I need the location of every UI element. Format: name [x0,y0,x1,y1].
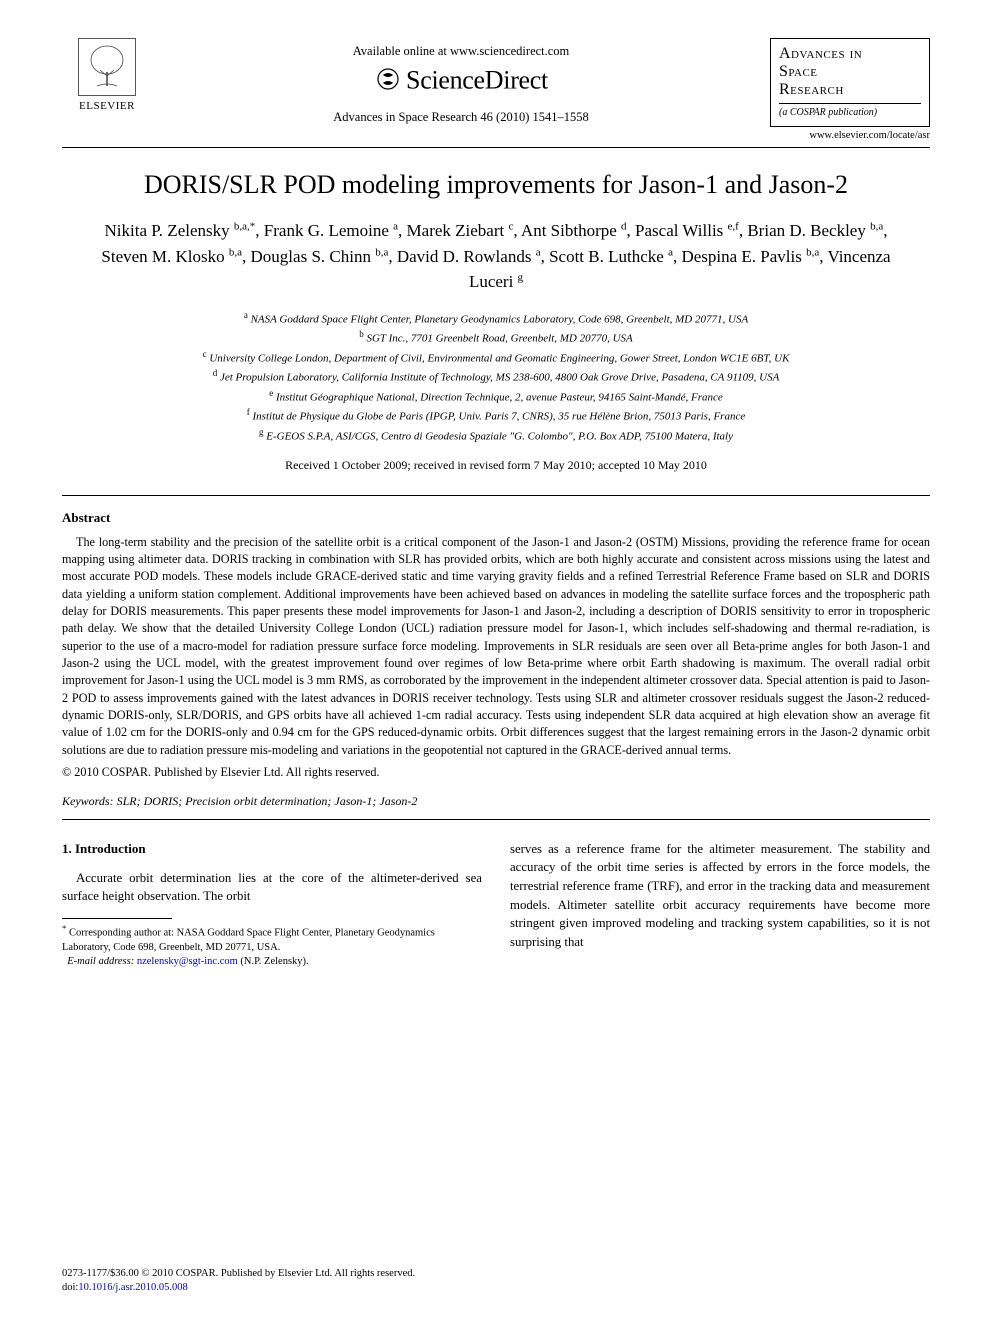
affiliation-line: f Institut de Physique du Globe de Paris… [62,406,930,426]
footer-doi-link[interactable]: 10.1016/j.asr.2010.05.008 [78,1282,187,1293]
journal-title-line3: Research [779,81,921,99]
sciencedirect-logo: ScienceDirect [152,65,770,100]
abstract-body: The long-term stability and the precisio… [62,534,930,759]
footnote-email-label: E-mail address: [67,956,134,967]
journal-title-line2: Space [779,63,921,81]
abstract-paragraph: The long-term stability and the precisio… [62,534,930,759]
affiliation-line: b SGT Inc., 7701 Greenbelt Road, Greenbe… [62,328,930,348]
author-list: Nikita P. Zelensky b,a,*, Frank G. Lemoi… [62,218,930,295]
left-column: 1. Introduction Accurate orbit determina… [62,840,482,969]
footnote-email-suffix: (N.P. Zelensky). [240,956,308,967]
affiliation-line: d Jet Propulsion Laboratory, California … [62,367,930,387]
header-center: Available online at www.sciencedirect.co… [152,38,770,125]
intro-right-paragraph: serves as a reference frame for the alti… [510,840,930,951]
journal-subtitle: (a COSPAR publication) [779,103,921,118]
journal-title-line1: Advances in [779,45,921,63]
elsevier-tree-icon [78,38,136,96]
paper-title: DORIS/SLR POD modeling improvements for … [62,170,930,200]
submission-dates: Received 1 October 2009; received in rev… [62,458,930,473]
section-heading-intro: 1. Introduction [62,840,482,859]
divider-rule-2 [62,819,930,820]
publisher-block: ELSEVIER [62,38,152,112]
affiliation-line: c University College London, Department … [62,348,930,368]
corresponding-author-footnote: * Corresponding author at: NASA Goddard … [62,923,482,969]
journal-header: ELSEVIER Available online at www.science… [62,38,930,148]
keywords-label: Keywords: [62,794,114,808]
footnote-corr-text: Corresponding author at: NASA Goddard Sp… [62,927,435,952]
affiliation-line: a NASA Goddard Space Flight Center, Plan… [62,309,930,329]
footer-issn-line: 0273-1177/$36.00 © 2010 COSPAR. Publishe… [62,1267,930,1281]
affiliation-line: g E-GEOS S.P.A, ASI/CGS, Centro di Geode… [62,426,930,446]
affiliations: a NASA Goddard Space Flight Center, Plan… [62,309,930,446]
journal-reference: Advances in Space Research 46 (2010) 154… [152,110,770,125]
abstract-copyright: © 2010 COSPAR. Published by Elsevier Ltd… [62,765,930,780]
page-footer: 0273-1177/$36.00 © 2010 COSPAR. Publishe… [62,1267,930,1295]
sciencedirect-text: ScienceDirect [406,65,548,94]
abstract-heading: Abstract [62,510,930,526]
keywords-text: SLR; DORIS; Precision orbit determinatio… [114,794,418,808]
right-column: serves as a reference frame for the alti… [510,840,930,969]
publisher-name: ELSEVIER [79,100,135,112]
footnote-rule [62,918,172,919]
journal-title-box: Advances in Space Research (a COSPAR pub… [770,38,930,127]
footer-doi-label: doi: [62,1282,78,1293]
footnote-email-link[interactable]: nzelensky@sgt-inc.com [137,956,238,967]
divider-rule [62,495,930,496]
journal-url: www.elsevier.com/locate/asr [770,130,930,141]
footer-doi: doi:10.1016/j.asr.2010.05.008 [62,1281,930,1295]
intro-left-paragraph: Accurate orbit determination lies at the… [62,869,482,906]
sciencedirect-icon [374,65,402,100]
journal-box: Advances in Space Research (a COSPAR pub… [770,38,930,141]
body-columns: 1. Introduction Accurate orbit determina… [62,840,930,969]
available-online-text: Available online at www.sciencedirect.co… [152,44,770,59]
affiliation-line: e Institut Géographique National, Direct… [62,387,930,407]
keywords: Keywords: SLR; DORIS; Precision orbit de… [62,794,930,809]
